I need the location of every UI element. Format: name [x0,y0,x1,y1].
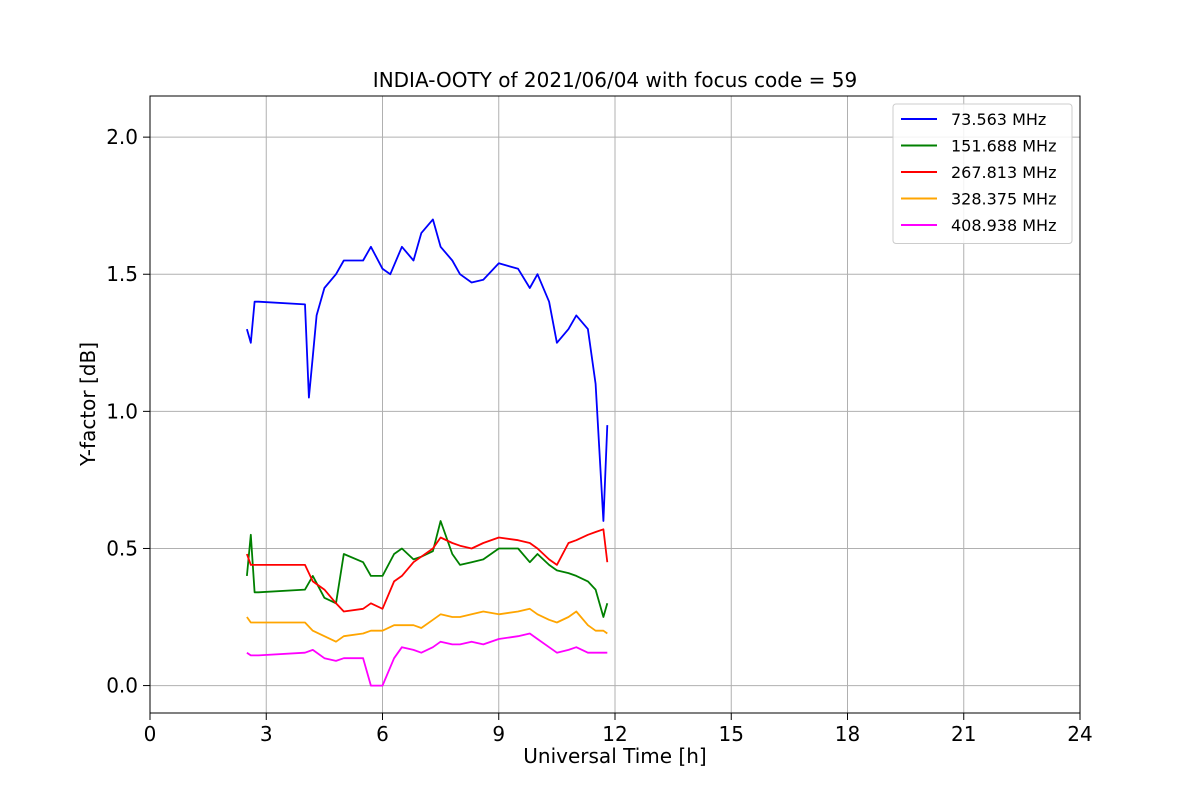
legend-label: 328.375 MHz [951,190,1056,209]
x-tick-label: 3 [260,722,273,746]
y-tick-label: 1.0 [106,399,138,423]
legend-label: 151.688 MHz [951,137,1056,156]
y-tick-label: 0.0 [106,674,138,698]
chart-title: INDIA-OOTY of 2021/06/04 with focus code… [373,68,857,92]
x-tick-label: 18 [835,722,860,746]
legend-label: 408.938 MHz [951,216,1056,235]
x-axis-label: Universal Time [h] [523,744,706,768]
legend-label: 267.813 MHz [951,163,1056,182]
legend-label: 73.563 MHz [951,110,1046,129]
series-line-0 [246,218,609,522]
x-tick-label: 12 [602,722,627,746]
series-line-2 [246,528,609,613]
y-axis-label: Y-factor [dB] [76,342,100,467]
series-line-4 [246,632,608,687]
y-tick-label: 2.0 [106,125,138,149]
legend-box [892,103,1073,244]
y-tick-label: 1.5 [106,262,138,286]
x-tick-label: 24 [1067,722,1092,746]
x-tick-label: 21 [951,722,976,746]
x-tick-label: 9 [492,722,505,746]
legend: 73.563 MHz 151.688 MHz 267.813 MHz 328.375 … [892,103,1073,244]
series-layer [246,218,609,687]
series-line-3 [246,607,608,643]
x-tick-label: 6 [376,722,389,746]
y-axis: 0.0 0.5 1.0 1.5 2.0 [106,125,150,698]
x-tick-label: 0 [144,722,157,746]
series-line-1 [246,520,609,618]
x-tick-label: 15 [719,722,744,746]
y-tick-label: 0.5 [106,536,138,560]
x-axis: 0 3 6 9 12 15 18 21 24 [144,713,1093,746]
